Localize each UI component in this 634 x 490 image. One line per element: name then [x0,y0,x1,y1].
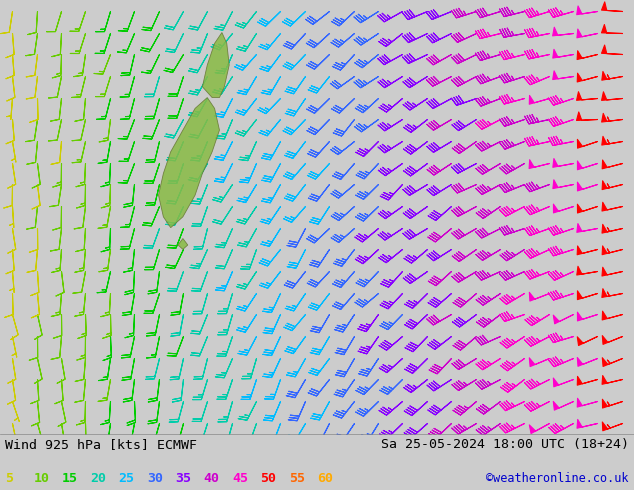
Polygon shape [202,32,230,98]
Text: Sa 25-05-2024 18:00 UTC (18+24): Sa 25-05-2024 18:00 UTC (18+24) [381,438,629,451]
Polygon shape [158,98,219,228]
Text: 40: 40 [204,472,219,486]
Text: 5: 5 [5,472,13,486]
Text: 25: 25 [119,472,134,486]
Text: 30: 30 [147,472,163,486]
Text: 55: 55 [288,472,305,486]
Polygon shape [178,239,188,249]
Text: 45: 45 [232,472,248,486]
Text: 50: 50 [261,472,276,486]
Text: 15: 15 [61,472,78,486]
Text: 35: 35 [175,472,191,486]
Text: 20: 20 [90,472,106,486]
Text: Wind 925 hPa [kts] ECMWF: Wind 925 hPa [kts] ECMWF [5,438,197,451]
Text: 10: 10 [34,472,49,486]
Text: ©weatheronline.co.uk: ©weatheronline.co.uk [486,472,629,486]
Text: 60: 60 [317,472,333,486]
